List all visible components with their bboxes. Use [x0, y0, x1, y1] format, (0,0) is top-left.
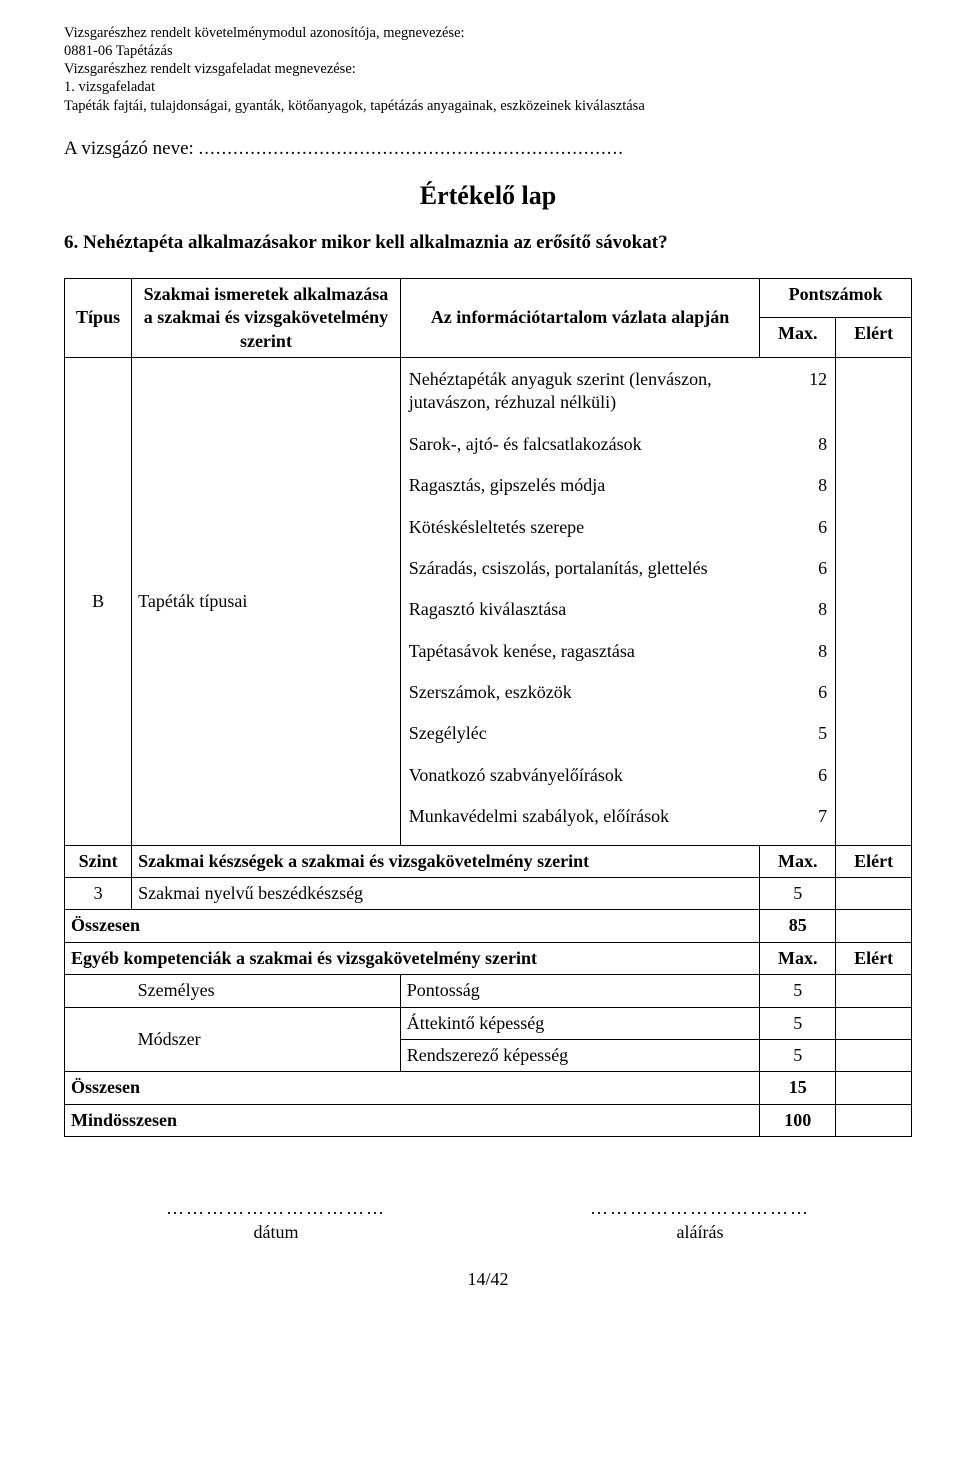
th-tipus: Típus — [65, 278, 132, 357]
th-vazlat: Az információtartalom vázlata alapján — [400, 278, 760, 357]
page-title: Értékelő lap — [64, 179, 912, 213]
vazlat-item-label: Tapétasávok kenése, ragasztása — [409, 640, 767, 663]
th-szint: Szint — [65, 845, 132, 877]
signature-date-col: …………………………… dátum — [156, 1197, 396, 1244]
meta-line: Tapéták fajtái, tulajdonságai, gyanták, … — [64, 97, 912, 115]
comp-szemelyes-label: Személyes — [132, 975, 401, 1007]
mindosszesen-label: Mindösszesen — [65, 1104, 760, 1136]
vazlat-item-value: 6 — [787, 764, 827, 787]
row-ismeretek: Tapéták típusai — [132, 357, 401, 845]
signature-sign-label: aláírás — [580, 1221, 820, 1244]
vazlat-item-label: Ragasztó kiválasztása — [409, 598, 767, 621]
vazlat-item-label: Szegélyléc — [409, 722, 767, 745]
vazlat-item-value: 12 — [787, 368, 827, 391]
osszesen1-value: 85 — [760, 910, 836, 942]
evaluation-table: Típus Szakmai ismeretek alkalmazása a sz… — [64, 278, 912, 1137]
comp-empty-2a — [65, 1007, 132, 1039]
vazlat-item-label: Munkavédelmi szabályok, előírások — [409, 805, 767, 828]
signature-sign-col: …………………………… aláírás — [580, 1197, 820, 1244]
meta-line: Vizsgarészhez rendelt követelménymodul a… — [64, 24, 912, 42]
egyeb-header-max: Max. — [760, 942, 836, 974]
th-szint-max: Max. — [760, 845, 836, 877]
comp-row-val-1: 5 — [760, 1007, 836, 1039]
module-meta: Vizsgarészhez rendelt követelménymodul a… — [64, 24, 912, 115]
szint-row-elert — [836, 878, 912, 910]
vazlat-item-label: Ragasztás, gipszelés módja — [409, 474, 767, 497]
signature-dots: …………………………… — [156, 1197, 396, 1220]
candidate-name-line: A vizsgázó neve: .......................… — [64, 137, 912, 162]
th-ismeretek: Szakmai ismeretek alkalmazása a szakmai … — [132, 278, 401, 357]
comp-row-label-1: Áttekintő képesség — [400, 1007, 760, 1039]
mindosszesen-value: 100 — [760, 1104, 836, 1136]
vazlat-item-value: 8 — [787, 433, 827, 456]
vazlat-item-value: 5 — [787, 722, 827, 745]
vazlat-item-value: 8 — [787, 474, 827, 497]
vazlat-item-label: Vonatkozó szabványelőírások — [409, 764, 767, 787]
egyeb-header-elert: Elért — [836, 942, 912, 974]
vazlat-item-value: 6 — [787, 516, 827, 539]
th-max: Max. — [760, 318, 836, 358]
szint-row-max: 5 — [760, 878, 836, 910]
osszesen2-label: Összesen — [65, 1072, 760, 1104]
egyeb-header-label: Egyéb kompetenciák a szakmai és vizsgakö… — [65, 942, 760, 974]
row-tipus: B — [65, 357, 132, 845]
meta-line: 0881-06 Tapétázás — [64, 42, 912, 60]
vazlat-item-label: Sarok-, ajtó- és falcsatlakozások — [409, 433, 767, 456]
comp-empty-1 — [65, 975, 132, 1007]
vazlat-item: Szerszámok, eszközök 6 — [409, 681, 827, 704]
vazlat-item-label: Kötéskésleltetés szerepe — [409, 516, 767, 539]
osszesen1-elert — [836, 910, 912, 942]
comp-row-val-0: 5 — [760, 975, 836, 1007]
comp-row-label-2: Rendszerező képesség — [400, 1040, 760, 1072]
row-elert — [836, 357, 912, 845]
signature-date-label: dátum — [156, 1221, 396, 1244]
vazlat-item-label: Nehéztapéták anyaguk szerint (lenvászon,… — [409, 368, 767, 415]
comp-row-val-2: 5 — [760, 1040, 836, 1072]
vazlat-item: Ragasztás, gipszelés módja 8 — [409, 474, 827, 497]
candidate-dots: ........................................… — [199, 138, 625, 159]
vazlat-item-value: 6 — [787, 681, 827, 704]
th-pontszamok: Pontszámok — [760, 278, 912, 318]
comp-row-elert-1 — [836, 1007, 912, 1039]
vazlat-item: Sarok-, ajtó- és falcsatlakozások 8 — [409, 433, 827, 456]
th-elert: Elért — [836, 318, 912, 358]
vazlat-item-value: 6 — [787, 557, 827, 580]
comp-row-elert-0 — [836, 975, 912, 1007]
vazlat-item: Munkavédelmi szabályok, előírások 7 — [409, 805, 827, 828]
osszesen2-value: 15 — [760, 1072, 836, 1104]
comp-empty-2b — [65, 1040, 132, 1072]
vazlat-item: Ragasztó kiválasztása 8 — [409, 598, 827, 621]
mindosszesen-elert — [836, 1104, 912, 1136]
osszesen2-elert — [836, 1072, 912, 1104]
vazlat-item: Vonatkozó szabványelőírások 6 — [409, 764, 827, 787]
vazlat-item-value: 8 — [787, 598, 827, 621]
szint-row-num: 3 — [65, 878, 132, 910]
vazlat-item: Kötéskésleltetés szerepe 6 — [409, 516, 827, 539]
question-text: 6. Nehéztapéta alkalmazásakor mikor kell… — [64, 231, 912, 256]
vazlat-item: Szegélyléc 5 — [409, 722, 827, 745]
th-szint-elert: Elért — [836, 845, 912, 877]
comp-row-elert-2 — [836, 1040, 912, 1072]
vazlat-item: Száradás, csiszolás, portalanítás, glett… — [409, 557, 827, 580]
vazlat-item-label: Szerszámok, eszközök — [409, 681, 767, 704]
vazlat-list: Nehéztapéták anyaguk szerint (lenvászon,… — [409, 368, 827, 829]
vazlat-item-label: Száradás, csiszolás, portalanítás, glett… — [409, 557, 767, 580]
vazlat-item: Tapétasávok kenése, ragasztása 8 — [409, 640, 827, 663]
vazlat-item-value: 7 — [787, 805, 827, 828]
signature-row: …………………………… dátum …………………………… aláírás — [64, 1197, 912, 1244]
osszesen1-label: Összesen — [65, 910, 760, 942]
comp-row-label-0: Pontosság — [400, 975, 760, 1007]
szint-row-label: Szakmai nyelvű beszédkészség — [132, 878, 760, 910]
signature-dots: …………………………… — [580, 1197, 820, 1220]
meta-line: Vizsgarészhez rendelt vizsgafeladat megn… — [64, 60, 912, 78]
candidate-label: A vizsgázó neve: — [64, 138, 194, 159]
meta-line: 1. vizsgafeladat — [64, 78, 912, 96]
comp-modszer-label: Módszer — [132, 1007, 401, 1072]
page-number: 14/42 — [64, 1268, 912, 1291]
th-szint-label: Szakmai készségek a szakmai és vizsgaköv… — [132, 845, 760, 877]
vazlat-item: Nehéztapéták anyaguk szerint (lenvászon,… — [409, 368, 827, 415]
vazlat-item-value: 8 — [787, 640, 827, 663]
